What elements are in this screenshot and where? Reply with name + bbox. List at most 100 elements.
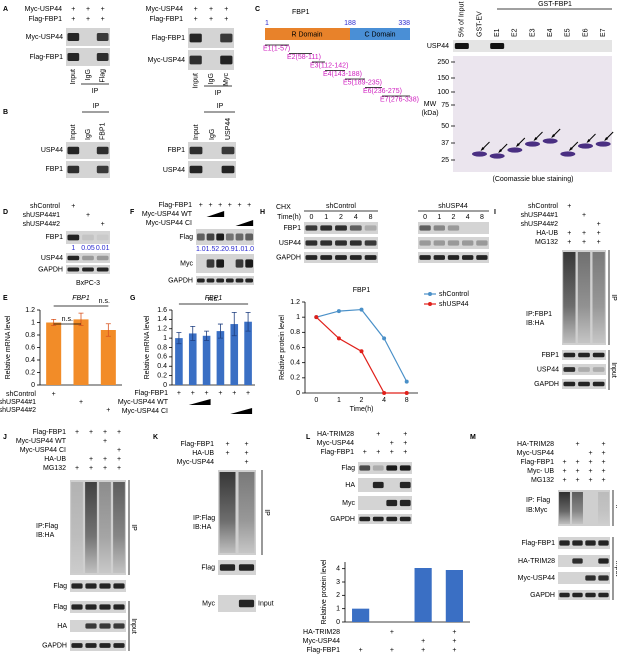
sign: +: [71, 6, 75, 13]
sign: +: [191, 390, 195, 397]
blot-band: [399, 499, 411, 507]
bar: [73, 319, 89, 385]
blot: [196, 229, 254, 245]
blot-label: FBP1: [541, 352, 559, 359]
sign: +: [597, 221, 601, 228]
point: [336, 309, 341, 314]
y-tick-label: 2: [336, 592, 340, 599]
blot-label: GAPDH: [168, 277, 193, 284]
blot-label: FBP1: [167, 147, 185, 154]
blot-band: [206, 233, 215, 241]
lane-label: IgG: [85, 129, 92, 140]
quant-value: 0.01: [96, 245, 110, 252]
y-tick-label: 0.8: [25, 332, 35, 339]
gel-band: [542, 138, 558, 144]
ip-ib-label: IP:Flag: [193, 515, 215, 522]
blot-band: [305, 255, 318, 260]
sign: +: [228, 202, 232, 209]
gel-band: [472, 151, 487, 157]
quant-value: 2.2: [215, 246, 225, 253]
sign: +: [232, 390, 236, 397]
blot-band: [216, 259, 225, 268]
blot-label: GAPDH: [534, 381, 559, 388]
panel-letter: E: [3, 295, 8, 302]
sign: +: [390, 647, 394, 654]
mw-label: 75: [441, 102, 449, 109]
blot-band: [67, 33, 80, 41]
blot: [188, 142, 236, 159]
blot-band: [96, 53, 109, 61]
blot-band: [67, 165, 80, 174]
sign: +: [452, 638, 456, 645]
condition-label: HA-UB: [192, 450, 214, 457]
condition-label: Myc-USP44: [517, 450, 554, 457]
sign: +: [376, 449, 380, 456]
ub-smear: [563, 252, 576, 343]
point: [336, 336, 341, 341]
ip-ib-label: IB:HA: [36, 532, 55, 539]
condition-label: Myc-USP44: [146, 6, 183, 13]
sign: +: [452, 629, 456, 636]
sign: +: [376, 431, 380, 438]
condition-label: Myc-USP44 CI: [20, 447, 66, 454]
y-tick-label: 0: [31, 382, 35, 389]
bar: [445, 570, 463, 622]
blot: [562, 364, 606, 375]
sign: +: [403, 449, 407, 456]
lane-label: Input: [70, 124, 77, 140]
sign: +: [452, 647, 456, 654]
y-tick-label: 1.2: [157, 326, 167, 333]
chart-title: FBP1: [72, 295, 90, 302]
blot-band: [189, 33, 202, 43]
y-tick-label: 0.4: [290, 360, 300, 367]
blot-band: [559, 592, 570, 598]
blot-band: [196, 278, 205, 283]
condition-label: Flag-FBP1: [159, 202, 193, 209]
mw-label: 150: [437, 75, 449, 82]
sign: +: [597, 239, 601, 246]
bar: [100, 330, 116, 385]
panel-letter: A: [3, 6, 8, 13]
y-tick-label: 0.4: [157, 363, 167, 370]
blot-band: [578, 381, 590, 387]
blot-band: [490, 43, 505, 49]
y-tick-label: 0.6: [290, 344, 300, 351]
sign: +: [103, 438, 107, 445]
blot-band: [206, 259, 215, 268]
condition-label: Myc-USP44 WT: [16, 438, 67, 445]
sign: +: [52, 391, 56, 398]
blot: [196, 276, 254, 285]
x-tick-label: 2: [360, 397, 364, 404]
blot-band: [196, 233, 205, 241]
lane-label: Input: [193, 73, 200, 89]
gel-band: [578, 143, 593, 149]
blot-band: [99, 583, 111, 589]
blot-band: [335, 255, 347, 260]
blot-label: Flag: [341, 465, 355, 472]
sign: +: [101, 6, 105, 13]
bar: [46, 322, 62, 385]
condition-label: Myc-USP44 WT: [118, 399, 169, 406]
blot-band: [433, 225, 445, 231]
condition-label: Flag-FBP1: [33, 429, 67, 436]
blot-band: [71, 583, 83, 589]
panel-letter: I: [494, 209, 496, 216]
blot-label: GAPDH: [330, 516, 355, 523]
sign: +: [224, 16, 228, 23]
blot-band: [320, 240, 333, 246]
lane-label: E1: [494, 28, 501, 37]
ub-smear: [577, 252, 591, 343]
blot: [66, 231, 110, 244]
blot-band: [399, 516, 411, 522]
residue-number: 1: [265, 20, 269, 27]
lane-label: E4: [547, 28, 554, 37]
y-tick-label: 1: [296, 314, 300, 321]
blot-band: [245, 259, 254, 268]
blot-band: [563, 381, 576, 387]
blot-band: [85, 583, 97, 589]
ip-ib-label: IP: Flag: [526, 497, 550, 504]
bracket-label: Input: [614, 561, 617, 577]
sign: +: [390, 440, 394, 447]
sign: +: [101, 221, 105, 228]
blot-band: [245, 233, 254, 241]
